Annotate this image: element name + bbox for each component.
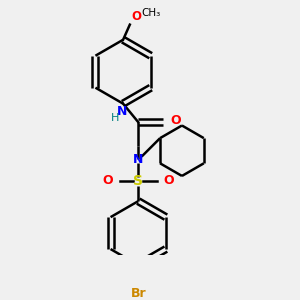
Text: O: O bbox=[170, 114, 181, 127]
Text: N: N bbox=[117, 105, 128, 118]
Text: N: N bbox=[133, 153, 143, 166]
Text: S: S bbox=[133, 174, 143, 188]
Text: CH₃: CH₃ bbox=[142, 8, 161, 18]
Text: O: O bbox=[131, 10, 142, 23]
Text: Br: Br bbox=[130, 287, 146, 300]
Text: O: O bbox=[164, 175, 174, 188]
Text: H: H bbox=[111, 113, 120, 123]
Text: O: O bbox=[102, 175, 113, 188]
